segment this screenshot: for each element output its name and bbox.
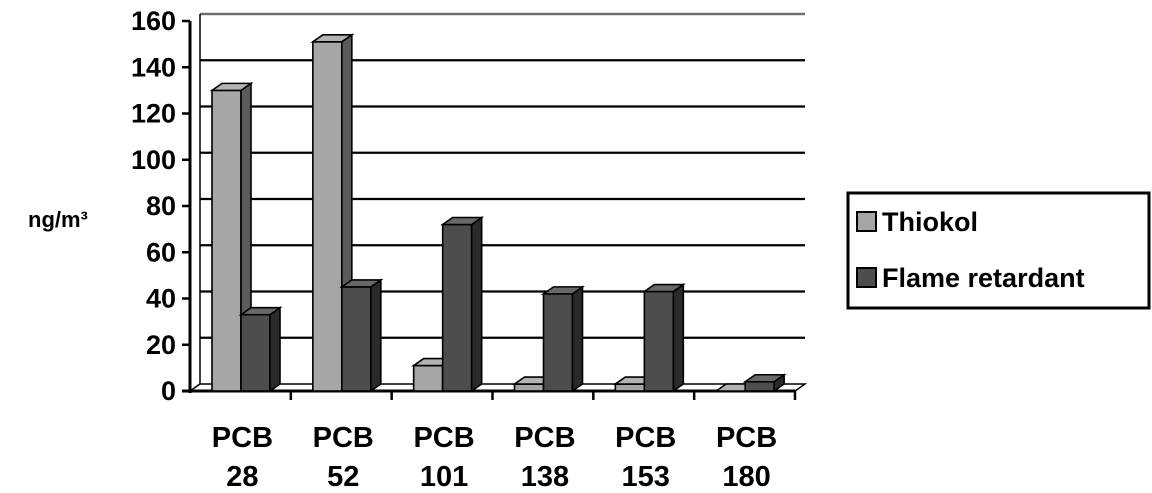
legend-box	[846, 191, 1151, 310]
bar-flame-retardant	[339, 278, 384, 393]
y-tick-label: 100	[131, 145, 176, 175]
x-tick-label: PCB	[514, 422, 575, 454]
legend: Thiokol Flame retardant	[846, 191, 1151, 310]
bar-flame-retardant	[238, 306, 283, 393]
legend-swatch	[856, 267, 877, 288]
y-tick-label: 20	[146, 330, 176, 360]
y-tick-label: 140	[131, 52, 176, 82]
y-tick-label: 60	[146, 237, 176, 267]
legend-swatch	[856, 211, 877, 232]
y-axis-title: ng/m³	[28, 207, 88, 232]
bar-thiokol	[209, 81, 254, 393]
x-tick-label: PCB	[212, 422, 273, 454]
bar-flame-retardant	[540, 285, 586, 393]
x-tick-label: 28	[226, 461, 258, 493]
y-tick-label: 160	[131, 6, 176, 36]
y-tick-label: 80	[146, 191, 176, 221]
x-tick-label: 180	[722, 461, 770, 493]
y-tick-label: 0	[161, 376, 176, 406]
legend-label: Thiokol	[882, 207, 978, 237]
x-tick-label: PCB	[313, 422, 374, 454]
x-tick-label: 138	[521, 461, 569, 493]
x-tick-label: PCB	[615, 422, 676, 454]
bar-flame-retardant	[440, 215, 485, 393]
x-tick-labels: PCB 28 PCB 52 PCB 101 PCB 138 PCB 153 PCB 180	[212, 422, 777, 493]
bar-flame-retardant	[742, 373, 787, 393]
axes	[182, 19, 797, 400]
y-tick-label: 40	[146, 284, 176, 314]
bar-flame-retardant	[641, 283, 686, 393]
x-tick-label: 52	[327, 461, 359, 493]
x-tick-label: 101	[420, 461, 468, 493]
x-tick-label: 153	[622, 461, 670, 493]
y-tick-label: 120	[131, 99, 176, 129]
bars	[209, 33, 787, 393]
y-tick-labels: 0 20 40 60 80 100 120 140 160	[131, 6, 176, 406]
x-tick-label: PCB	[413, 422, 474, 454]
legend-label: Flame retardant	[882, 263, 1085, 293]
gridlines	[187, 12, 808, 392]
x-tick-label: PCB	[716, 422, 777, 454]
